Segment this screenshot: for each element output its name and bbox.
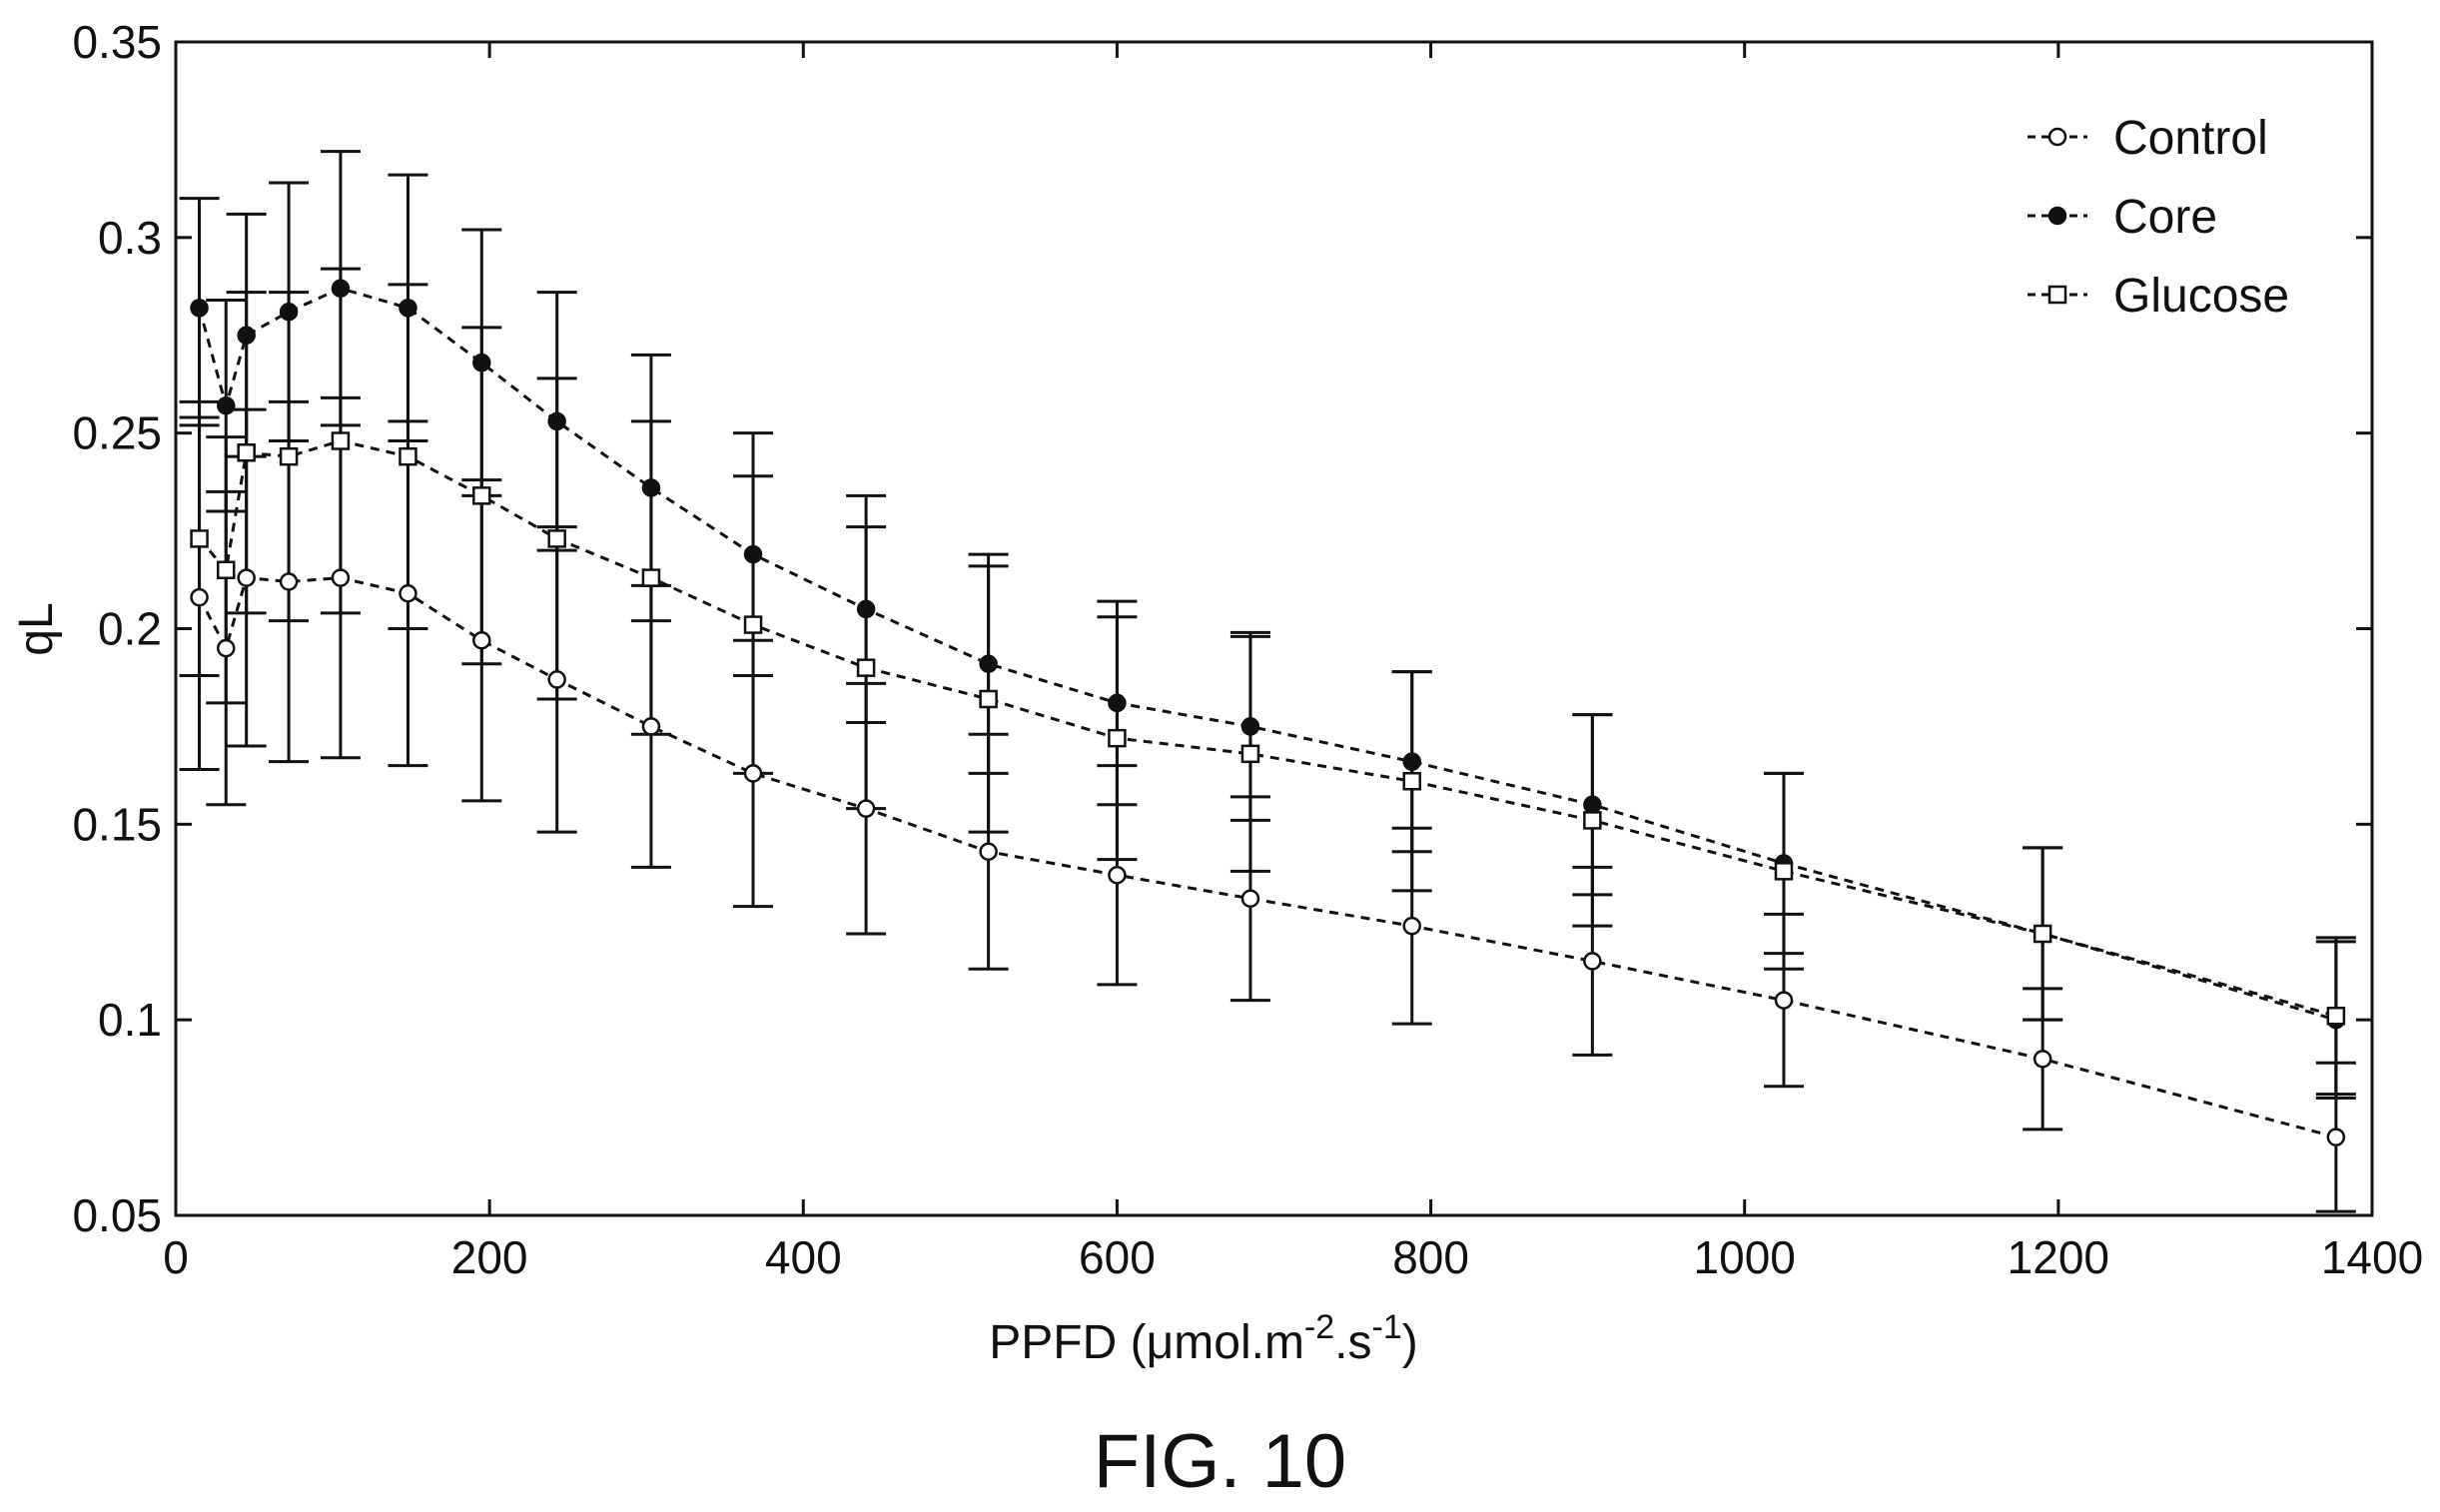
control-data-point — [1402, 916, 1421, 936]
core-data-point — [279, 303, 299, 322]
core-data-point — [1240, 717, 1260, 736]
x-tick-label: 0 — [163, 1231, 189, 1283]
control-data-point — [1774, 991, 1794, 1010]
glucose-data-point — [1108, 728, 1127, 748]
x-axis-label: PPFD (μmol.m-2.s-1) — [989, 1308, 1417, 1369]
legend: Control Core Glucose — [2028, 112, 2289, 323]
y-tick-label: 0.2 — [98, 603, 162, 655]
y-tick-label: 0.1 — [98, 994, 162, 1046]
control-data-point — [641, 717, 661, 736]
control-data-point — [217, 638, 236, 658]
core-data-point — [331, 279, 351, 298]
core-series-line — [198, 287, 2337, 1022]
control-data-point — [399, 584, 417, 603]
control-data-point — [2033, 1050, 2052, 1069]
glucose-data-point — [331, 431, 351, 450]
core-data-point — [856, 599, 876, 619]
core-data-point — [979, 654, 998, 673]
control-data-point — [743, 764, 763, 783]
glucose-data-point — [1583, 811, 1602, 830]
glucose-data-point — [399, 446, 417, 466]
x-axis-label-sup2: -1 — [1372, 1308, 1402, 1346]
glucose-data-point — [547, 529, 566, 548]
core-data-point — [190, 299, 209, 318]
legend-label-glucose: Glucose — [2113, 270, 2289, 323]
legend-label-core: Core — [2113, 191, 2217, 244]
glucose-data-point — [472, 486, 491, 505]
core-data-point — [547, 411, 566, 431]
control-data-point — [279, 572, 299, 591]
control-data-point — [547, 670, 566, 689]
control-data-point — [1583, 952, 1602, 971]
glucose-data-point — [1240, 744, 1260, 764]
x-axis-label-sup1: -2 — [1304, 1308, 1334, 1346]
core-data-point — [641, 478, 661, 497]
y-tick-label: 0.25 — [72, 407, 162, 459]
legend-marker-control — [2047, 127, 2067, 147]
control-data-point — [237, 568, 256, 587]
legend-label-control: Control — [2113, 112, 2268, 165]
core-data-point — [399, 299, 417, 318]
figure-caption: FIG. 10 — [1093, 1419, 1347, 1504]
glucose-data-point — [2326, 1007, 2346, 1026]
y-tick-label: 0.15 — [72, 798, 162, 850]
x-tick-label: 600 — [1079, 1231, 1156, 1283]
x-axis-label-main: PPFD (μmol.m — [989, 1316, 1304, 1369]
core-data-point — [1583, 795, 1602, 814]
glucose-data-point — [2033, 924, 2052, 944]
core-data-point — [743, 544, 763, 564]
x-tick-label: 200 — [451, 1231, 528, 1283]
control-data-point — [2326, 1128, 2346, 1146]
control-data-point — [190, 587, 209, 607]
y-tick-label: 0.3 — [98, 212, 162, 264]
x-tick-label: 1000 — [1694, 1231, 1796, 1283]
core-data-point — [1402, 752, 1421, 771]
x-tick-label: 1400 — [2321, 1231, 2423, 1283]
glucose-data-point — [217, 560, 236, 579]
core-data-point — [472, 353, 491, 373]
glucose-data-point — [190, 529, 209, 548]
control-data-point — [1240, 889, 1260, 908]
control-data-point — [331, 568, 351, 587]
legend-marker-core — [2047, 206, 2067, 226]
x-axis-label-mid: .s — [1334, 1316, 1371, 1369]
y-tick-label: 0.05 — [72, 1189, 162, 1241]
glucose-series-line — [198, 438, 2337, 1018]
control-data-point — [1108, 866, 1127, 885]
plot-area: 0 200 400 600 800 1000 1200 1400 0.05 0.1 0.15 0.2 0… — [72, 16, 2423, 1283]
control-data-point — [856, 799, 876, 818]
x-tick-label: 1200 — [2008, 1231, 2109, 1283]
control-data-point — [979, 842, 998, 861]
glucose-data-point — [641, 568, 661, 587]
control-series-line — [198, 575, 2337, 1139]
core-data-point — [217, 396, 236, 415]
glucose-data-point — [1402, 772, 1421, 791]
glucose-data-point — [1774, 862, 1794, 881]
glucose-data-point — [979, 689, 998, 709]
y-axis-label: qL — [10, 602, 63, 655]
x-tick-label: 800 — [1392, 1231, 1469, 1283]
glucose-data-point — [237, 443, 256, 462]
control-data-point — [472, 631, 491, 650]
core-data-point — [1108, 693, 1127, 713]
glucose-data-point — [743, 615, 763, 634]
legend-marker-glucose — [2047, 285, 2067, 305]
glucose-data-point — [279, 446, 299, 466]
core-data-point — [237, 326, 256, 345]
y-tick-label: 0.35 — [72, 16, 162, 68]
glucose-data-point — [856, 658, 876, 677]
x-tick-label: 400 — [765, 1231, 842, 1283]
x-axis-label-end: ) — [1402, 1316, 1418, 1369]
